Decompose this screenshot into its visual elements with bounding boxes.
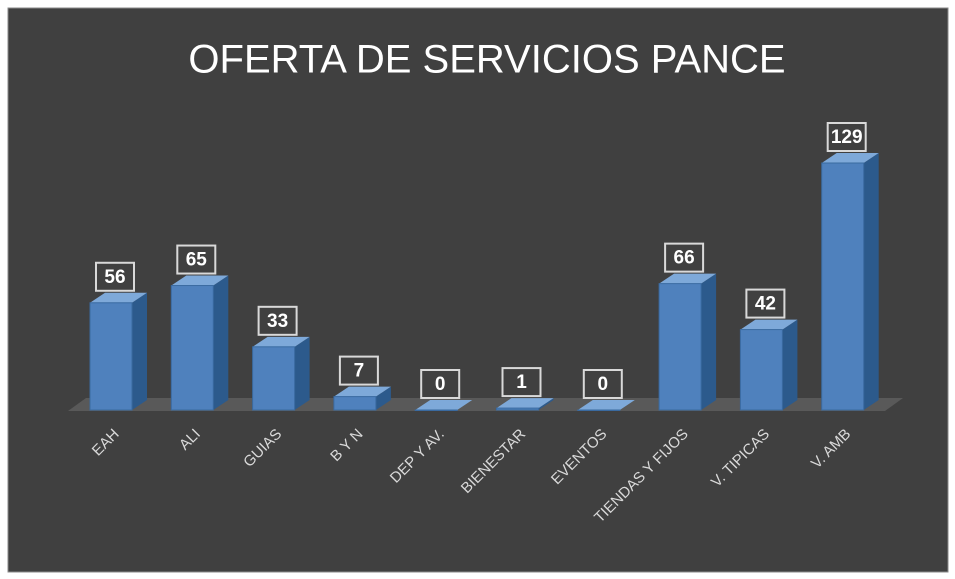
value-label: 1 xyxy=(516,372,527,393)
bar xyxy=(333,396,377,411)
bar xyxy=(658,283,702,411)
bar xyxy=(170,285,214,411)
value-label: 129 xyxy=(831,127,863,148)
bar xyxy=(739,329,783,411)
bar-side xyxy=(213,275,229,410)
bar-side xyxy=(782,319,798,410)
value-label: 56 xyxy=(104,267,125,288)
value-label-box xyxy=(338,355,379,386)
bar-side xyxy=(863,153,879,410)
bar-top xyxy=(496,398,554,409)
bar xyxy=(252,346,296,411)
bar-top xyxy=(821,153,879,163)
value-label-box xyxy=(95,261,135,292)
bar-side xyxy=(538,398,554,410)
bar xyxy=(577,409,621,411)
bar-top xyxy=(415,400,473,410)
bar-side xyxy=(132,292,147,410)
chart-area xyxy=(7,7,949,573)
bar xyxy=(821,162,865,411)
bar-top xyxy=(252,336,310,347)
bar-side xyxy=(294,336,310,410)
value-label-box xyxy=(745,288,786,319)
chart-title: OFERTA DE SERVICIOS PANCE xyxy=(188,38,785,82)
value-label: 65 xyxy=(186,250,208,271)
value-label-box xyxy=(826,122,867,152)
value-label-box xyxy=(257,305,298,336)
value-label-box xyxy=(501,367,542,398)
bar-side xyxy=(701,273,717,410)
value-label-box xyxy=(176,244,217,275)
bar-side xyxy=(375,386,391,410)
value-label: 33 xyxy=(267,311,288,332)
value-label: 7 xyxy=(354,361,365,382)
bar-top xyxy=(171,275,229,286)
bar-top xyxy=(740,319,798,330)
bar xyxy=(496,407,539,411)
bar-top xyxy=(90,292,147,303)
value-label-box xyxy=(664,242,705,273)
bar xyxy=(414,409,458,411)
value-label: 42 xyxy=(755,294,776,315)
value-label: 0 xyxy=(435,374,446,395)
value-label: 66 xyxy=(674,248,695,269)
bar-top xyxy=(659,273,717,284)
value-label-box xyxy=(420,369,461,399)
value-label: 0 xyxy=(598,374,609,395)
bar-top xyxy=(577,400,635,410)
bar-top xyxy=(333,386,391,397)
value-label-box xyxy=(582,369,623,399)
bar xyxy=(89,302,133,411)
